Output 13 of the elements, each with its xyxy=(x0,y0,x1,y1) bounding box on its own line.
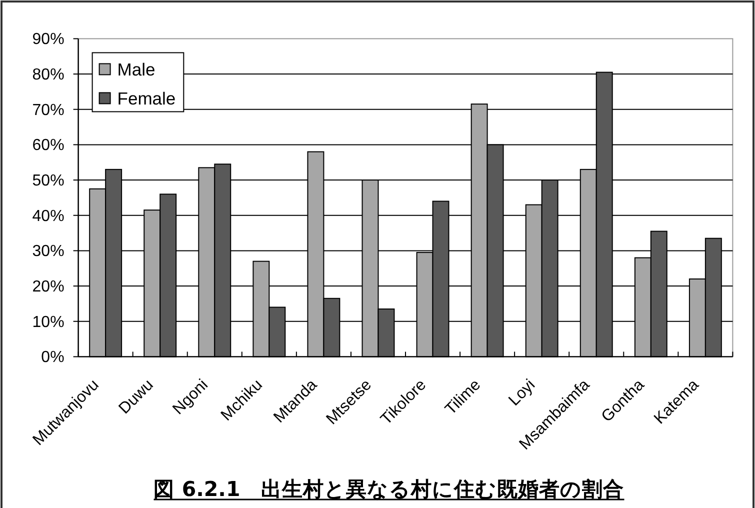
y-tick-label: 0% xyxy=(41,349,64,366)
y-tick-label: 90% xyxy=(32,31,64,48)
y-tick-label: 10% xyxy=(32,314,64,331)
text: 図 6.2.1 出生村と異なる村に住む既婚者の割合 xyxy=(154,477,624,501)
y-tick-label: 20% xyxy=(32,278,64,296)
y-tick-label: 30% xyxy=(32,243,64,260)
y-tick-label: 50% xyxy=(32,172,64,190)
y-tick-label: 60% xyxy=(32,137,64,154)
y-tick-label: 70% xyxy=(32,102,64,119)
legend-label: Male xyxy=(117,60,156,80)
y-tick-label: 40% xyxy=(32,208,64,225)
legend-label: Female xyxy=(117,88,176,108)
y-tick-label: 80% xyxy=(32,66,64,84)
